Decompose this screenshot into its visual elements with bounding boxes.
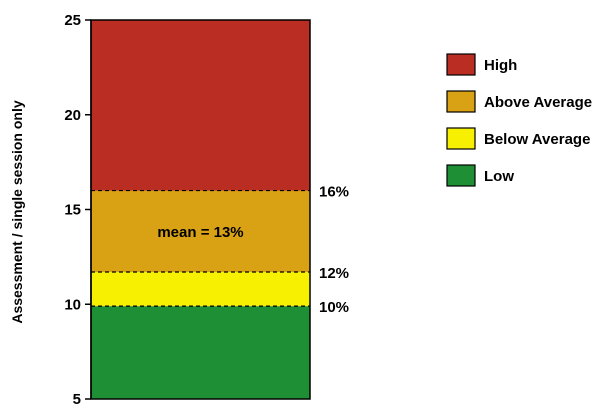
legend-swatch-high	[446, 53, 476, 76]
legend-swatch-above-average	[446, 90, 476, 113]
legend-label-below-average: Below Average	[484, 131, 590, 148]
legend-label-high: High	[484, 57, 517, 74]
threshold-label-0: 16%	[319, 184, 349, 201]
y-tick-label: 5	[73, 391, 81, 408]
y-tick-label: 10	[64, 296, 81, 313]
y-axis-label: Assessment / single session only	[9, 100, 25, 324]
bands-layer	[91, 20, 310, 399]
y-tick-label: 20	[64, 107, 81, 124]
band-below-average	[91, 272, 310, 307]
y-tick-label: 25	[64, 12, 81, 29]
legend-label-above-average: Above Average	[484, 94, 592, 111]
y-ticks: 5 10 15 20 25	[64, 12, 92, 408]
mean-annotation: mean = 13%	[157, 224, 243, 241]
band-high	[91, 20, 310, 191]
threshold-label-1: 12%	[319, 265, 349, 282]
legend-label-low: Low	[484, 168, 514, 185]
y-tick-label: 15	[64, 202, 81, 219]
legend-swatch-below-average	[446, 127, 476, 150]
threshold-label-2: 10%	[319, 299, 349, 316]
legend-swatch-low	[446, 164, 476, 187]
threshold-layer: 16% 12% 10%	[91, 184, 349, 316]
band-above-average	[91, 190, 310, 273]
legend: High Above Average Below Average Low	[446, 53, 592, 187]
band-low	[91, 306, 310, 399]
